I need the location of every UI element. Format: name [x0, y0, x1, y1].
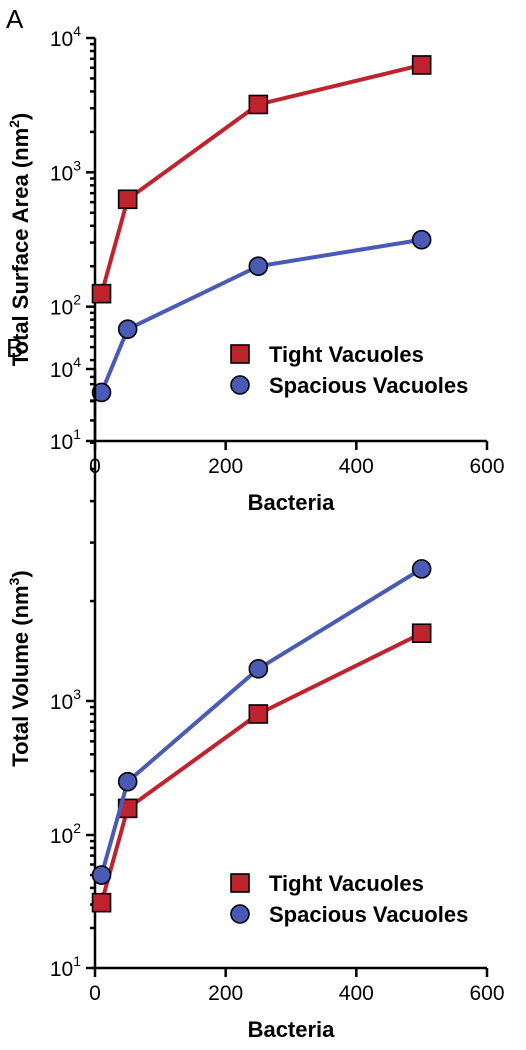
x-tick-label: 0: [89, 982, 101, 1005]
x-tick-label: 400: [339, 982, 374, 1005]
data-point-circle: [411, 229, 432, 250]
y-tick-label: 101: [50, 426, 81, 454]
legend-marker-square: [230, 873, 250, 893]
data-point-circle: [117, 319, 138, 339]
x-tick-label: 200: [208, 982, 243, 1005]
legend-marker-square: [230, 344, 250, 364]
y-tick-label: 102: [50, 292, 81, 320]
legend-label: Tight Vacuoles: [269, 342, 424, 367]
panel-letter: A: [6, 4, 24, 34]
x-tick-label: 200: [208, 455, 243, 478]
y-tick-label: 102: [50, 820, 81, 848]
data-point-circle: [411, 559, 432, 579]
data-point-square: [411, 623, 432, 644]
y-tick-label: 104: [50, 23, 81, 51]
data-point-square: [411, 55, 432, 75]
x-axis-title: Bacteria: [248, 490, 336, 515]
data-point-square: [91, 283, 112, 304]
series-line-0: [99, 63, 423, 295]
panel-letter: B: [6, 333, 23, 363]
y-tick-label: 103: [50, 686, 81, 714]
legend-label: Tight Vacuoles: [269, 871, 424, 896]
series-line-0: [99, 631, 423, 904]
data-point-circle: [91, 382, 112, 403]
y-tick-label: 101: [50, 953, 81, 981]
legend-label: Spacious Vacuoles: [269, 902, 468, 927]
series-line-1: [99, 237, 422, 394]
data-point-circle: [248, 256, 269, 277]
data-point-circle: [248, 659, 269, 679]
x-tick-label: 600: [469, 455, 504, 478]
legend-label: Spacious Vacuoles: [269, 373, 468, 398]
x-axis-title: Bacteria: [248, 1017, 336, 1042]
data-point-square: [248, 94, 269, 115]
x-tick-label: 600: [469, 982, 504, 1005]
data-point-square: [117, 189, 138, 210]
legend-marker-circle: [230, 904, 250, 924]
panel-b: B 101 102 103 104 0 200 400 600 Bacteria Total Vol…: [6, 333, 505, 1042]
y-axis-title: Total Surface Area (nm2): [6, 113, 33, 367]
y-axis-title: Total Volume (nm3): [6, 570, 33, 766]
data-point-circle: [91, 865, 112, 885]
y-tick-label: 103: [50, 157, 81, 185]
series-line-1: [99, 567, 423, 876]
y-tick-label: 104: [50, 354, 81, 382]
data-point-square: [91, 892, 112, 913]
legend-marker-circle: [230, 375, 250, 395]
data-point-square: [248, 704, 269, 724]
x-tick-label: 400: [339, 455, 374, 478]
data-point-circle: [117, 771, 138, 792]
